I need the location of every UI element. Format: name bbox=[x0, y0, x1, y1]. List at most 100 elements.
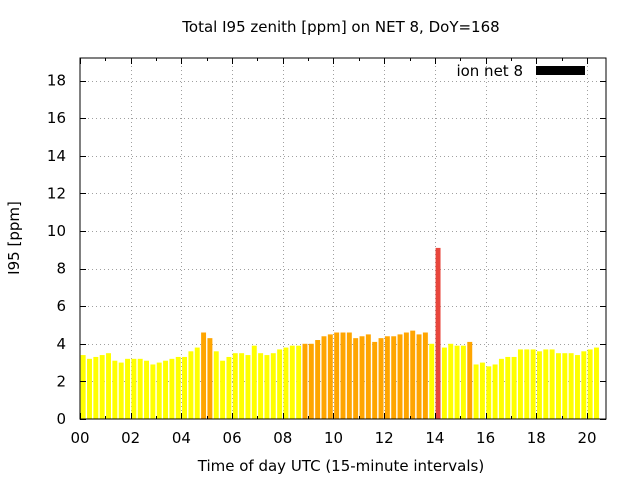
bar bbox=[302, 343, 308, 419]
bar bbox=[543, 349, 549, 419]
x-tick-label: 04 bbox=[172, 429, 191, 447]
x-tick-label: 16 bbox=[476, 429, 495, 447]
bar bbox=[587, 349, 593, 419]
bar bbox=[384, 336, 390, 419]
bar bbox=[422, 332, 428, 419]
x-tick-label: 20 bbox=[577, 429, 596, 447]
bar bbox=[251, 345, 257, 419]
bar bbox=[530, 349, 536, 419]
bar bbox=[454, 345, 460, 419]
bar bbox=[473, 364, 479, 419]
bar bbox=[283, 347, 289, 419]
bar bbox=[270, 353, 276, 419]
bar bbox=[93, 356, 99, 419]
bar bbox=[410, 330, 416, 419]
bar bbox=[353, 338, 359, 419]
y-tick-labels: 0 2 4 6 8 10 12 14 16 18 bbox=[47, 72, 66, 428]
bar bbox=[137, 358, 143, 419]
bar bbox=[188, 351, 194, 419]
bar bbox=[372, 341, 378, 419]
bar bbox=[131, 358, 137, 419]
x-axis-label: Time of day UTC (15-minute intervals) bbox=[197, 457, 484, 475]
y-axis-label: I95 [ppm] bbox=[5, 201, 23, 275]
bar bbox=[505, 356, 511, 419]
bar bbox=[327, 334, 333, 419]
bar bbox=[479, 362, 485, 419]
y-tick-label: 10 bbox=[47, 222, 66, 240]
bar bbox=[365, 334, 371, 419]
bar bbox=[175, 356, 181, 419]
y-tick-label: 14 bbox=[47, 147, 66, 165]
bar bbox=[245, 355, 251, 419]
plot-frame bbox=[79, 57, 607, 420]
bar bbox=[517, 349, 523, 419]
bar bbox=[80, 355, 86, 419]
bar bbox=[194, 347, 200, 419]
bar bbox=[118, 362, 124, 419]
bar bbox=[99, 355, 105, 419]
bar bbox=[289, 345, 295, 419]
y-tick-label: 6 bbox=[56, 297, 66, 315]
bar bbox=[334, 332, 340, 419]
bar bbox=[429, 343, 435, 419]
bar bbox=[213, 351, 219, 419]
bar bbox=[359, 336, 365, 419]
x-tick-label: 02 bbox=[121, 429, 140, 447]
y-tick-label: 8 bbox=[56, 260, 66, 278]
bar bbox=[346, 332, 352, 419]
bar bbox=[264, 355, 270, 419]
bar bbox=[277, 349, 283, 419]
bar bbox=[403, 332, 409, 419]
x-tick-label: 18 bbox=[527, 429, 546, 447]
bar bbox=[125, 358, 130, 419]
bar bbox=[321, 336, 327, 419]
bar bbox=[562, 353, 568, 419]
bar bbox=[315, 340, 321, 419]
bar bbox=[182, 356, 188, 419]
bar bbox=[498, 358, 504, 419]
bar bbox=[308, 343, 314, 419]
y-tick-label: 12 bbox=[47, 184, 66, 202]
bar bbox=[467, 341, 473, 419]
bar bbox=[232, 353, 238, 419]
chart-title: Total I95 zenith [ppm] on NET 8, DoY=168 bbox=[181, 18, 499, 36]
bar bbox=[397, 334, 403, 419]
bar bbox=[163, 360, 169, 419]
bar bbox=[460, 345, 466, 419]
x-tick-labels: 00 02 04 06 08 10 12 14 16 18 20 bbox=[70, 429, 596, 447]
y-tick-label: 2 bbox=[56, 372, 66, 390]
bar bbox=[536, 351, 542, 419]
bar-series bbox=[80, 247, 599, 419]
bar bbox=[296, 345, 302, 419]
bar bbox=[378, 338, 384, 419]
bar bbox=[220, 360, 226, 419]
x-tick-label: 10 bbox=[324, 429, 343, 447]
y-tick-label: 0 bbox=[56, 410, 66, 428]
bar bbox=[549, 349, 555, 419]
bar bbox=[391, 336, 397, 419]
bar bbox=[486, 366, 492, 419]
x-tick-label: 12 bbox=[375, 429, 394, 447]
axis-ticks bbox=[80, 58, 606, 420]
bar bbox=[568, 353, 574, 419]
bar bbox=[581, 351, 587, 419]
y-tick-label: 16 bbox=[47, 109, 66, 127]
bar bbox=[239, 353, 245, 419]
legend-swatch bbox=[536, 66, 585, 75]
x-tick-label: 00 bbox=[70, 429, 89, 447]
bar bbox=[169, 358, 175, 419]
bar bbox=[435, 247, 441, 419]
bar bbox=[150, 364, 156, 419]
bar bbox=[524, 349, 530, 419]
bar bbox=[511, 356, 517, 419]
bar bbox=[144, 360, 150, 419]
bar bbox=[441, 347, 447, 419]
bar bbox=[492, 364, 498, 419]
bar bbox=[112, 360, 118, 419]
bar bbox=[556, 353, 561, 419]
bar bbox=[448, 343, 454, 419]
bar bbox=[87, 358, 92, 419]
legend: ion net 8 bbox=[456, 62, 585, 80]
y-tick-label: 4 bbox=[56, 335, 66, 353]
